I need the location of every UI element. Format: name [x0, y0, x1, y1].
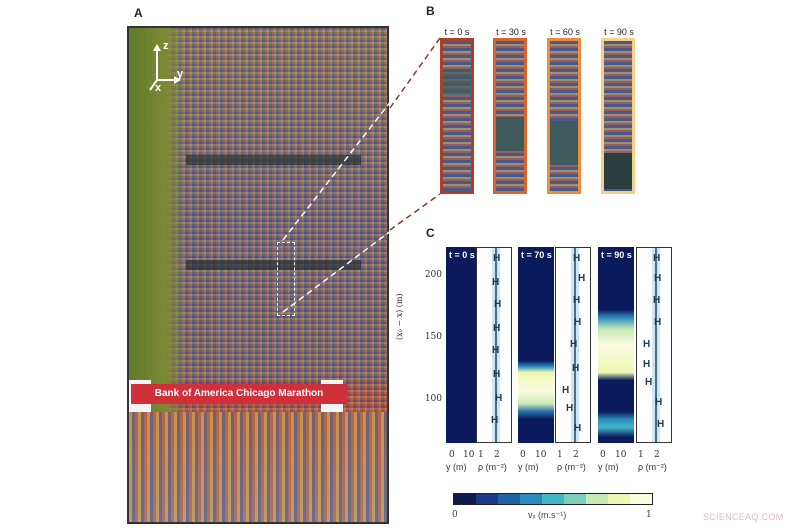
frame-time-label: t = 60 s: [550, 27, 580, 37]
heatmap-time-label: t = 70 s: [521, 250, 552, 260]
x-tick: 1: [557, 450, 563, 460]
x-tick: 0: [449, 450, 455, 460]
c-y-axis-label: (x₀ − x) (m): [395, 293, 404, 340]
z-axis-label: z: [163, 40, 169, 52]
velocity-heatmap-t90: t = 90 s: [598, 247, 634, 443]
frame-gap: [550, 121, 578, 165]
heatmap-time-label: t = 0 s: [449, 250, 475, 260]
panel-b-label: B: [426, 4, 435, 18]
x-tick: 2: [494, 450, 500, 460]
frame-t30: [493, 38, 527, 194]
x-axis-label: ρ (m⁻²): [478, 462, 507, 472]
x-tick: 10: [535, 450, 547, 460]
marathon-banner: Bank of America Chicago Marathon: [131, 384, 347, 404]
x-axis-label: y (m): [518, 462, 539, 472]
velocity-heatmap-t70: t = 70 s: [518, 247, 554, 443]
x-tick: 10: [615, 450, 627, 460]
heatmap-time-label: t = 90 s: [601, 250, 632, 260]
frame-time-label: t = 0 s: [444, 27, 470, 37]
panel-c-label: C: [426, 226, 435, 240]
y-axis-label: y: [177, 68, 184, 80]
y-tick: 100: [424, 394, 442, 404]
frame-time-label: t = 30 s: [496, 27, 526, 37]
velocity-colorbar: [453, 493, 653, 505]
x-axis-label: ρ (m⁻²): [557, 462, 586, 472]
frame-t60: [547, 38, 581, 194]
x-tick: 0: [520, 450, 526, 460]
density-mean-line: [495, 248, 497, 442]
frame-gap: [443, 69, 471, 95]
y-tick: 150: [424, 332, 442, 342]
frame-gap: [604, 153, 632, 189]
corral-gap: [185, 260, 362, 270]
x-tick: 2: [654, 450, 660, 460]
axes-arrows-icon: [149, 44, 181, 91]
x-tick: 1: [638, 450, 644, 460]
frame-gap: [496, 117, 524, 151]
frame-time-label: t = 90 s: [604, 27, 634, 37]
x-axis-label: x: [155, 82, 162, 94]
x-axis-label: ρ (m⁻²): [638, 462, 667, 472]
x-tick: 2: [573, 450, 579, 460]
marathon-aerial-photo: Bank of America Chicago Marathon z y x: [127, 26, 389, 524]
density-mean-line: [574, 248, 576, 442]
density-mean-line: [655, 248, 657, 442]
x-tick: 1: [478, 450, 484, 460]
frame-t90: [601, 38, 635, 194]
colorbar-max: 1: [646, 510, 652, 520]
frame-t0: [440, 38, 474, 194]
x-tick: 10: [463, 450, 475, 460]
colorbar-label: vₓ (m.s⁻¹): [528, 510, 567, 520]
x-axis-label: y (m): [598, 462, 619, 472]
x-tick: 0: [600, 450, 606, 460]
axes-indicator: z y x: [147, 40, 191, 94]
colorbar-min: 0: [452, 510, 458, 520]
selection-rectangle: [277, 242, 295, 316]
x-axis-label: y (m): [446, 462, 467, 472]
watermark: SCIENCEAQ.COM: [703, 512, 784, 522]
corral-gap: [185, 155, 362, 165]
runners-start-area: [129, 412, 387, 522]
panel-a-label: A: [134, 6, 143, 20]
y-tick: 200: [424, 270, 442, 280]
